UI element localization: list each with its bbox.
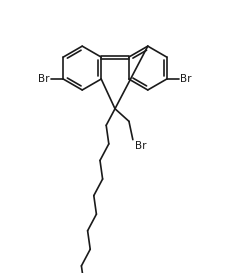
Text: Br: Br bbox=[180, 74, 191, 84]
Text: Br: Br bbox=[38, 74, 49, 84]
Text: Br: Br bbox=[134, 141, 145, 151]
